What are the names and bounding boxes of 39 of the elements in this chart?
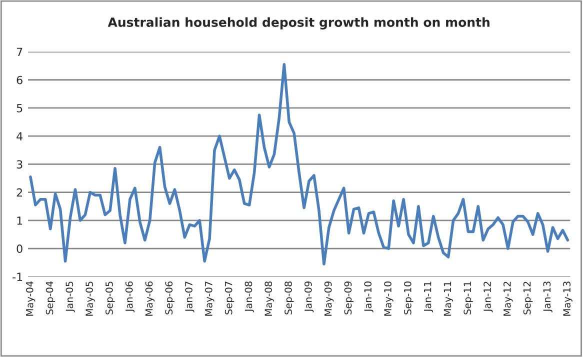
x-tick-label: Jan-06 [125,281,135,312]
x-tick-label: May-13 [563,282,572,316]
x-tick-label: Sep-09 [344,282,354,314]
y-tick-label: 5 [16,104,22,112]
x-tick-label: Sep-05 [106,282,115,314]
y-tick-label: 7 [16,48,22,56]
x-tick-label: Sep-08 [284,282,294,314]
x-tick-label: Jan-08 [244,282,254,312]
x-tick-label: May-04 [26,281,36,316]
y-tick-label: 6 [16,76,22,84]
x-tick-label: May-06 [145,281,155,316]
x-tick-label: Sep-10 [404,281,414,314]
x-tick-label: Sep-12 [523,282,533,314]
x-tick-label: Jan-13 [543,282,552,312]
x-tick-label: Jan-12 [484,282,493,312]
x-tick-label: May-11 [444,282,454,316]
x-tick-label: May-05 [86,282,95,316]
x-tick-label: Jan-10 [364,281,374,312]
chart-title: Australian household deposit growth month on month [108,17,490,30]
y-tick-label: 1 [17,216,22,225]
x-tick-label: Jan-09 [304,282,314,312]
y-tick-label: 2 [16,188,22,197]
x-tick-label: May-08 [264,282,274,316]
y-tick-label: 4 [16,132,22,140]
x-tick-label: May-10 [384,281,394,316]
line-series [29,63,570,266]
y-tick-label: 3 [16,160,22,169]
y-tick-label: 0 [16,244,22,253]
x-tick-label: Sep-04 [46,281,56,314]
x-tick-label: Jan-11 [424,282,434,312]
y-tick-label: -1 [12,272,22,281]
x-tick-label: Jan-07 [185,282,194,312]
x-tick-label: Jan-05 [66,282,75,312]
x-tick-label: Sep-07 [224,282,234,314]
x-tick-label: Sep-06 [165,281,174,314]
x-tick-label: May-12 [503,282,513,316]
x-tick-label: May-09 [324,282,334,316]
x-tick-label: Sep-11 [464,282,473,314]
x-tick-label: May-07 [205,282,214,316]
